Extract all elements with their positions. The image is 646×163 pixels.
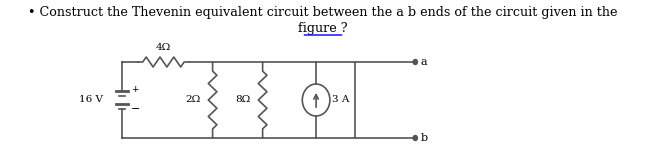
Text: a: a (421, 57, 427, 67)
Circle shape (413, 59, 417, 65)
Text: • Construct the Thevenin equivalent circuit between the a b ends of the circuit : • Construct the Thevenin equivalent circ… (28, 6, 618, 19)
Text: −: − (130, 104, 140, 114)
Text: 4Ω: 4Ω (156, 43, 171, 52)
Text: 8Ω: 8Ω (235, 96, 251, 104)
Text: 3 A: 3 A (333, 96, 350, 104)
Text: +: + (130, 86, 138, 95)
Text: 2Ω: 2Ω (185, 96, 200, 104)
Text: 16 V: 16 V (79, 96, 103, 104)
Text: b: b (421, 133, 428, 143)
Circle shape (413, 135, 417, 141)
Text: figure ?: figure ? (298, 22, 348, 35)
